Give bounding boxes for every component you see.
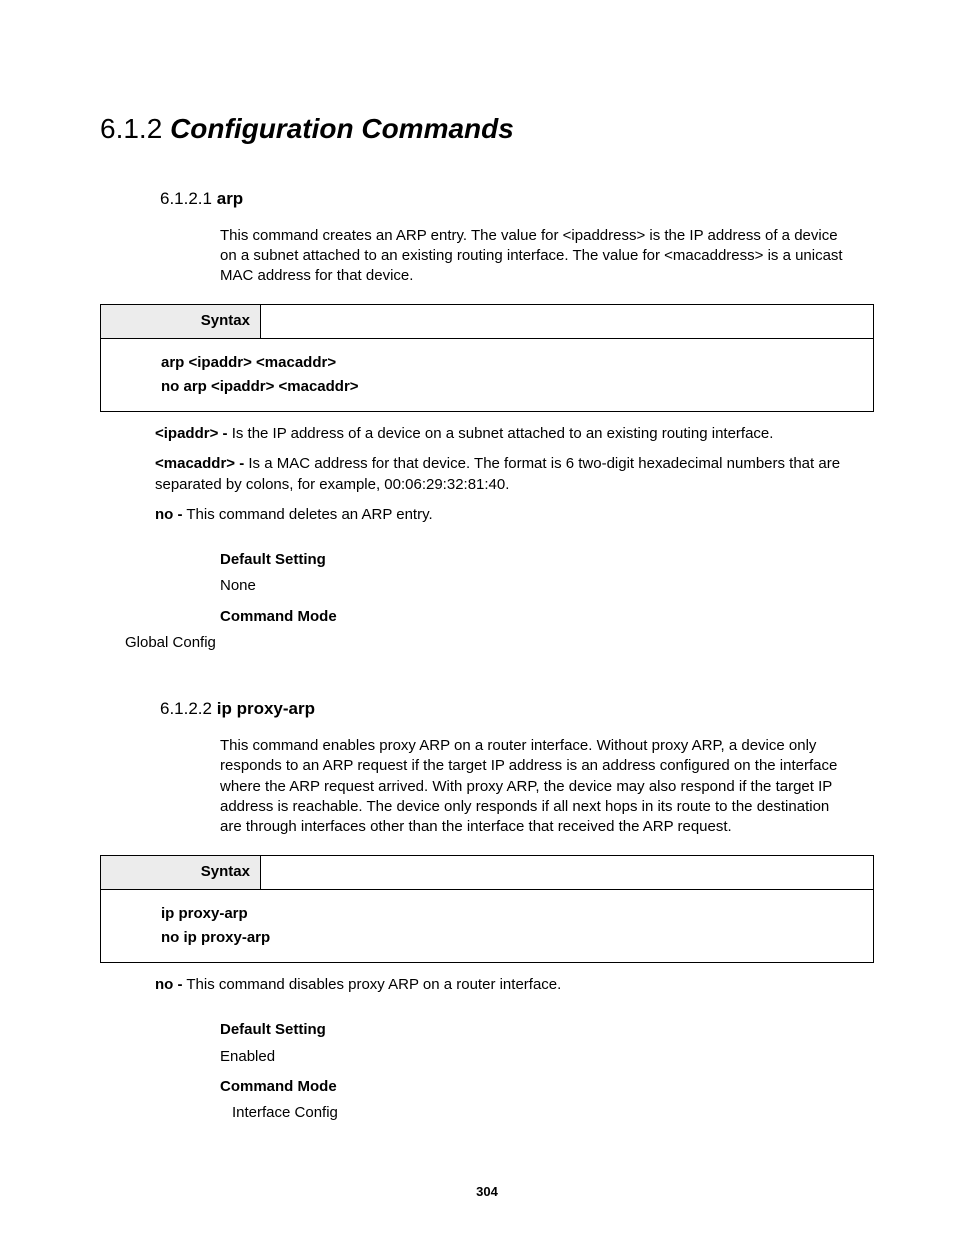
param-macaddr-text: Is a MAC address for that device. The fo…: [155, 455, 840, 492]
default-setting-label: Default Setting: [220, 1020, 874, 1040]
proxyarp-description: This command enables proxy ARP on a rout…: [220, 736, 854, 837]
param-block-arp: <ipaddr> - Is the IP address of a device…: [155, 424, 854, 525]
param-no-text: This command deletes an ARP entry.: [183, 506, 433, 523]
syntax-line: no ip proxy-arp: [161, 928, 863, 948]
default-block-arp: Default Setting None Command Mode: [220, 550, 874, 627]
syntax-line: no arp <ipaddr> <macaddr>: [161, 377, 863, 397]
param-no-label: no -: [155, 506, 183, 523]
arp-description: This command creates an ARP entry. The v…: [220, 226, 854, 287]
subsection-number: 6.1.2.1: [160, 189, 212, 208]
subsection-number: 6.1.2.2: [160, 699, 212, 718]
param-block-proxyarp: no - This command disables proxy ARP on …: [155, 975, 854, 995]
param-ipaddr-text: Is the IP address of a device on a subne…: [228, 425, 774, 442]
command-mode-value: Global Config: [125, 633, 874, 653]
subsection-heading-proxyarp: 6.1.2.2 ip proxy-arp: [160, 698, 874, 721]
section-heading: 6.1.2 Configuration Commands: [100, 110, 874, 148]
param-no-text: This command disables proxy ARP on a rou…: [183, 976, 562, 993]
command-mode-label: Command Mode: [220, 607, 874, 627]
subsection-heading-arp: 6.1.2.1 arp: [160, 188, 874, 211]
syntax-box-arp: Syntax arp <ipaddr> <macaddr> no arp <ip…: [100, 304, 874, 412]
command-mode-label: Command Mode: [220, 1077, 874, 1097]
syntax-box-proxyarp: Syntax ip proxy-arp no ip proxy-arp: [100, 855, 874, 963]
syntax-label: Syntax: [101, 856, 261, 889]
default-block-proxyarp: Default Setting Enabled Command Mode Int…: [220, 1020, 874, 1123]
page-number: 304: [100, 1183, 874, 1201]
section-number: 6.1.2: [100, 113, 162, 144]
default-setting-value: Enabled: [220, 1047, 874, 1067]
syntax-line: ip proxy-arp: [161, 904, 863, 924]
syntax-label: Syntax: [101, 305, 261, 338]
syntax-line: arp <ipaddr> <macaddr>: [161, 353, 863, 373]
subsection-name: arp: [217, 189, 243, 208]
default-setting-label: Default Setting: [220, 550, 874, 570]
param-ipaddr-label: <ipaddr> -: [155, 425, 228, 442]
param-no-label: no -: [155, 976, 183, 993]
section-title-text: Configuration Commands: [170, 113, 514, 144]
command-mode-value: Interface Config: [232, 1103, 874, 1123]
syntax-header-spacer: [261, 856, 873, 889]
subsection-name: ip proxy-arp: [217, 699, 315, 718]
default-setting-value: None: [220, 576, 874, 596]
param-macaddr-label: <macaddr> -: [155, 455, 244, 472]
syntax-header-spacer: [261, 305, 873, 338]
